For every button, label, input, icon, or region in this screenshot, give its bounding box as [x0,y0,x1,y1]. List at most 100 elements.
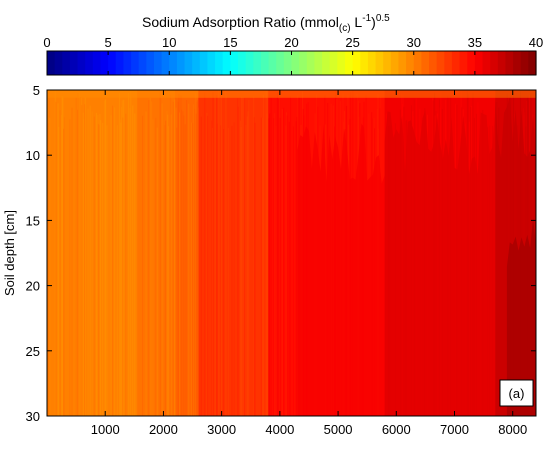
heatmap-stripe [214,97,216,416]
heatmap-stripe [200,116,202,416]
colorbar-cell [360,51,369,75]
heatmap-stripe [248,100,250,416]
heatmap-stripe [269,113,271,416]
heatmap-stripe [98,125,100,416]
heatmap-stripe [218,90,220,416]
colorbar-cell [215,51,224,75]
colorbar-cell [329,51,338,75]
heatmap-stripe [216,123,218,416]
colorbar-cell [520,51,529,75]
colorbar-cell [429,51,438,75]
colorbar-cell [146,51,155,75]
heatmap-stripe [197,107,199,416]
colorbar-tick-label: 0 [43,35,50,50]
heatmap-stripe [119,119,121,416]
y-tick-label: 5 [33,83,40,98]
y-axis-label: Soil depth [cm] [2,210,17,296]
heatmap-stripe [172,101,174,416]
colorbar-cell [413,51,422,75]
heatmap-stripe [240,126,242,416]
heatmap-stripe [178,94,180,416]
colorbar-cell [421,51,430,75]
y-tick-label: 15 [26,213,40,228]
heatmap-stripe [83,118,85,416]
heatmap-stripe [160,98,162,416]
colorbar-cell [490,51,499,75]
heatmap-stripe [87,108,89,416]
heatmap-stripe [242,97,244,416]
x-tick-label: 7000 [440,422,469,437]
heatmap-stripe [95,112,97,416]
colorbar-tick-label: 15 [223,35,237,50]
heatmap-stripe [59,110,61,416]
heatmap-stripe [77,109,79,416]
colorbar-cell [153,51,163,75]
colorbar-cell [314,51,323,75]
heatmap-stripe [114,107,116,416]
heatmap-stripe [79,97,81,416]
colorbar-cell [352,51,361,75]
heatmap-stripe [128,92,130,416]
colorbar-cell [513,51,522,75]
heatmap-stripe [166,110,168,416]
heatmap-stripe [183,115,185,416]
colorbar-cell [176,51,186,75]
heatmap-stripe [190,122,193,416]
heatmap-stripe [102,122,104,416]
heatmap-stripe [262,117,264,416]
colorbar-title-main: Sodium Adsorption Ratio (mmol [142,14,339,30]
colorbar-cell [268,51,277,75]
heatmap-stripe [288,121,290,416]
heatmap-surface-band [47,90,536,98]
heatmap-stripe [170,114,172,416]
x-tick-label: 4000 [265,422,294,437]
colorbar-cell [398,51,407,75]
colorbar-cell [222,51,231,75]
heatmap-stripe [206,112,208,416]
heatmap-stripe [253,117,255,416]
heatmap-stripe [274,113,276,416]
heatmap-stripe [176,127,178,416]
heatmap-stripe [89,105,91,416]
heatmap-stripe [195,113,197,416]
colorbar-cell [299,51,308,75]
colorbar-cell [436,51,445,75]
colorbar-cell [131,51,140,75]
heatmap-stripe [97,123,100,416]
heatmap-stripe [47,123,49,416]
colorbar-cell [276,51,285,75]
heatmap-stripe [57,103,59,416]
heatmap-stripe [75,97,77,416]
heatmap-stripe [118,92,121,416]
colorbar-tick-label: 30 [407,35,421,50]
heatmap-stripe [54,90,56,416]
colorbar-cell [375,51,384,75]
colorbar-cell [505,51,514,75]
colorbar-cell [497,51,507,75]
heatmap-stripe [77,92,79,416]
heatmap-stripe [121,106,123,416]
heatmap-stripe [174,99,176,416]
heatmap-stripe [225,90,227,416]
heatmap-stripe [295,121,297,416]
heatmap-stripe [123,99,125,416]
colorbar-cell [138,51,147,75]
heatmap-stripe [216,94,218,416]
colorbar-cell [47,51,56,75]
colorbar-cell [161,51,170,75]
heatmap-stripe [175,107,177,416]
colorbar-title-sup2: 0.5 [376,13,390,24]
x-tick-label: 8000 [498,422,527,437]
colorbar-cell [238,51,247,75]
colorbar-tick-label: 25 [345,35,359,50]
colorbar-cell [245,51,254,75]
heatmap-stripe [161,103,163,416]
colorbar-title-mid: L [351,14,363,30]
colorbar-cell [344,51,354,75]
heatmap-stripe [69,119,71,416]
heatmap-stripe [231,125,233,416]
heatmap-deep-zone [384,109,496,416]
heatmap-stripe [116,125,118,416]
heatmap-stripe [188,103,190,416]
